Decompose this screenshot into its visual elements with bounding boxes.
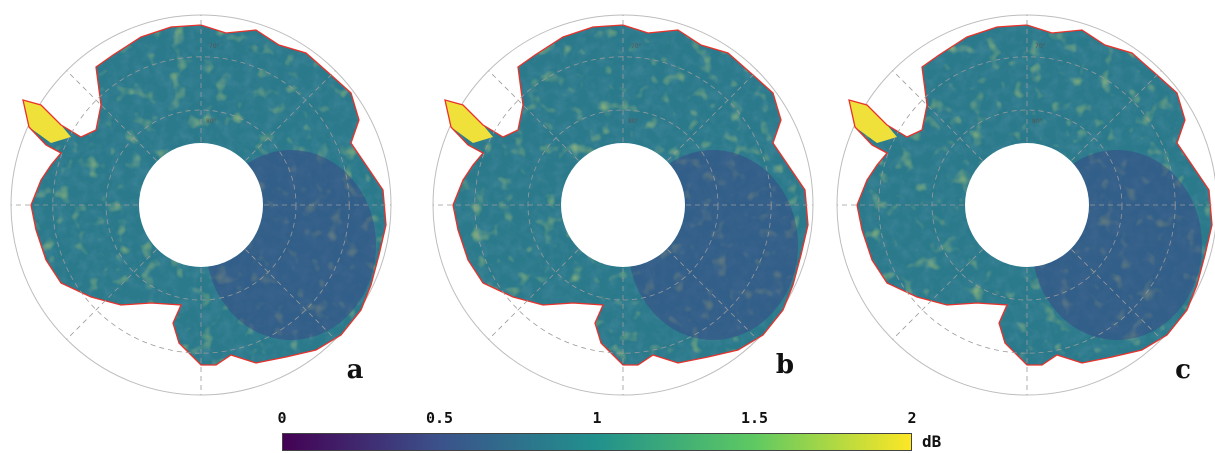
panel-letter: a [347,355,364,385]
panel-letter: b [776,350,794,380]
pole-hole [965,143,1089,267]
latitude-label: 70° [1035,43,1046,50]
panel-letter: c [1175,355,1191,385]
latitude-label: 70° [209,43,220,50]
map-panel: 70° 80° b [432,14,814,396]
pole-hole [561,143,685,267]
latitude-label: 80° [1032,118,1043,125]
map-panel: 70° 80° a [10,14,392,396]
latitude-label: 80° [628,118,639,125]
pole-hole [139,143,263,267]
latitude-label: 70° [631,43,642,50]
latitude-label: 80° [206,118,217,125]
map-panel: 70° 80° c [836,14,1215,396]
